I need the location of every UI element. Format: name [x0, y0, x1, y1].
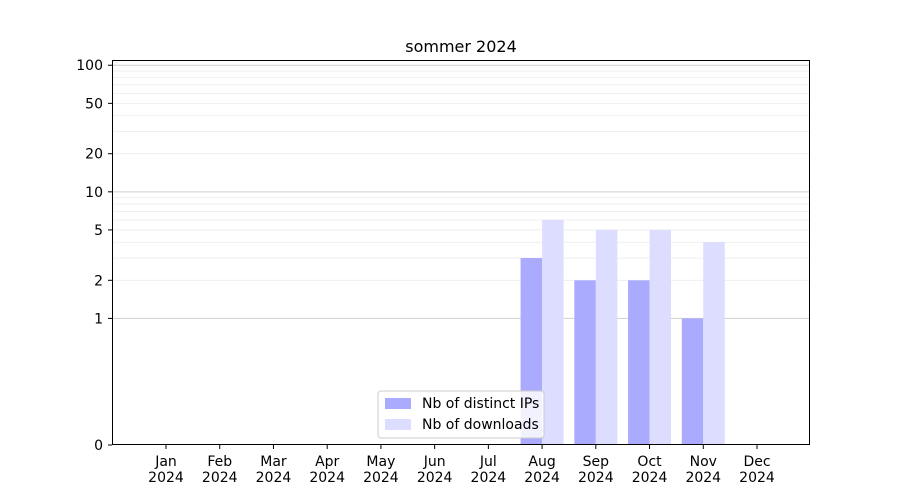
x-tick-label: Nov: [690, 454, 717, 470]
legend: Nb of distinct IPs Nb of downloads: [377, 390, 545, 439]
x-tick-label: 2024: [417, 470, 453, 486]
plot-area-frame: [112, 60, 810, 445]
bar-nb-of-downloads: [542, 219, 564, 445]
x-axis: Jan2024Feb2024Mar2024Apr2024May2024Jun20…: [148, 445, 775, 486]
x-tick-label: 2024: [309, 470, 345, 486]
x-tick-label: Jan: [154, 454, 177, 470]
bar-nb-of-distinct-ips: [628, 280, 650, 445]
y-tick-label: 10: [85, 185, 103, 201]
y-axis: 0 1 2 5 10 20 50 100: [76, 58, 112, 454]
legend-frame: [377, 390, 545, 439]
x-tick-label: 2024: [578, 470, 614, 486]
x-tick-label: 2024: [471, 470, 507, 486]
x-tick-label: Dec: [743, 454, 770, 470]
x-tick-label: Mar: [260, 454, 287, 470]
bar-nb-of-downloads: [649, 229, 672, 445]
x-tick-label: 2024: [256, 470, 292, 486]
x-tick-label: Oct: [637, 454, 662, 470]
legend-label-distinct-ips: Nb of distinct IPs: [422, 396, 539, 412]
x-tick-label: Feb: [207, 454, 232, 470]
x-tick-label: Jun: [423, 454, 446, 470]
x-tick-label: 2024: [632, 470, 668, 486]
legend-swatch-downloads: [385, 419, 411, 430]
bar-nb-of-distinct-ips: [681, 318, 704, 445]
x-tick-label: Aug: [528, 454, 555, 470]
bar-nb-of-downloads: [595, 229, 618, 445]
y-tick-label: 100: [76, 58, 103, 74]
x-tick-label: 2024: [524, 470, 560, 486]
x-tick-label: 2024: [202, 470, 238, 486]
y-tick-label: 2: [94, 273, 103, 289]
chart-title: sommer 2024: [405, 37, 517, 56]
x-tick-label: 2024: [739, 470, 775, 486]
bar-nb-of-distinct-ips: [574, 280, 596, 445]
y-tick-label: 20: [85, 147, 103, 163]
y-tick-label: 50: [85, 96, 103, 112]
bar-nb-of-downloads: [703, 242, 725, 445]
y-tick-label: 0: [94, 438, 103, 454]
x-tick-label: May: [366, 454, 395, 470]
legend-swatch-distinct-ips: [385, 398, 411, 409]
x-tick-label: Apr: [315, 454, 339, 470]
x-tick-label: Sep: [583, 454, 610, 470]
legend-label-downloads: Nb of downloads: [422, 417, 539, 433]
x-tick-label: 2024: [363, 470, 399, 486]
x-tick-label: 2024: [148, 470, 184, 486]
x-tick-label: Jul: [479, 454, 497, 470]
y-tick-label: 5: [94, 223, 103, 239]
bars: [520, 219, 725, 445]
x-tick-label: 2024: [685, 470, 721, 486]
y-tick-label: 1: [94, 311, 103, 327]
